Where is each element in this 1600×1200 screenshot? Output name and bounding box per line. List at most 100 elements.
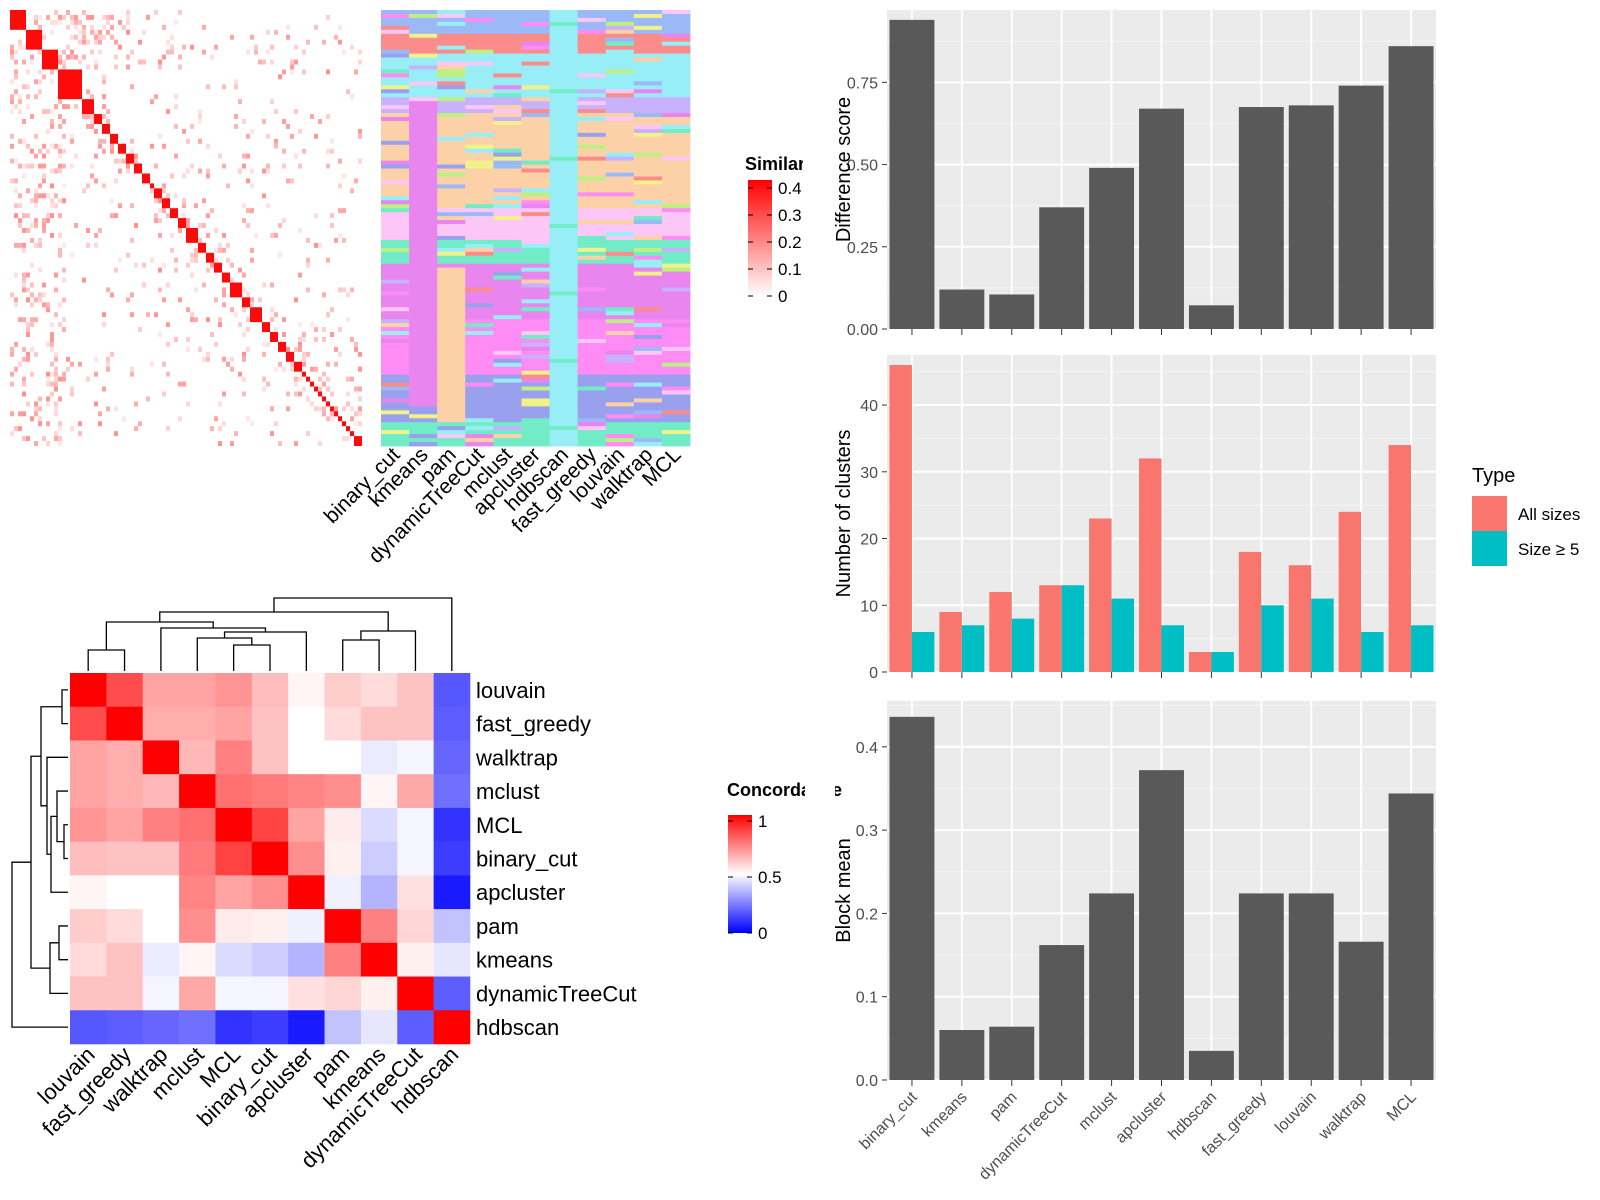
- cluster-cell: [661, 247, 691, 253]
- similarity-cell: [186, 262, 190, 268]
- cluster-cell: [409, 85, 438, 90]
- similarity-cell: [158, 59, 162, 65]
- similarity-cell: [286, 123, 290, 129]
- cluster-cell: [381, 77, 410, 82]
- cluster-cell: [549, 370, 579, 376]
- similarity-cell: [242, 391, 246, 397]
- cluster-cell: [381, 231, 410, 237]
- cluster-cell: [549, 366, 579, 372]
- similarity-cell: [42, 228, 46, 233]
- cluster-cell: [521, 105, 550, 110]
- cluster-cell: [465, 358, 494, 364]
- similarity-cell: [354, 346, 358, 352]
- concordance-cell: [179, 909, 216, 944]
- cluster-cell: [493, 442, 522, 447]
- concordance-cell: [179, 774, 216, 809]
- concordance-cell: [360, 976, 398, 1011]
- y-tick-label: 0.1: [856, 990, 878, 1007]
- cluster-cell: [493, 426, 522, 431]
- similarity-cell: [22, 242, 26, 248]
- cluster-cell: [437, 220, 466, 225]
- cluster-cell: [381, 430, 410, 435]
- cluster-cell: [633, 295, 663, 300]
- similarity-cell: [82, 29, 86, 35]
- similarity-cell: [342, 237, 346, 243]
- similarity-cell: [110, 143, 114, 149]
- cluster-cell: [661, 10, 691, 15]
- cluster-cell: [409, 335, 438, 340]
- similarity-cell: [30, 292, 34, 298]
- cluster-cell: [409, 442, 438, 447]
- cluster-cell: [521, 271, 550, 276]
- similarity-cell: [30, 371, 34, 377]
- similarity-cell: [270, 99, 274, 105]
- cluster-cell: [381, 85, 410, 90]
- similarity-cell: [26, 401, 30, 407]
- similarity-cell: [142, 262, 146, 268]
- similarity-cell: [70, 386, 74, 392]
- similarity-cell: [294, 391, 298, 397]
- cluster-cell: [633, 243, 663, 249]
- cluster-cell: [409, 410, 438, 415]
- cluster-cell: [605, 160, 635, 165]
- cluster-cell: [437, 386, 466, 391]
- cluster-cell: [661, 335, 691, 340]
- cluster-cell: [437, 13, 466, 19]
- similarity-cell: [90, 163, 94, 169]
- similarity-block: [150, 183, 154, 189]
- concordance-cell: [324, 673, 362, 708]
- bar-all-sizes: [989, 591, 1012, 672]
- cluster-cell: [633, 10, 663, 15]
- similarity-cell: [38, 14, 42, 20]
- cluster-cell: [549, 89, 579, 94]
- cluster-cell: [465, 271, 494, 276]
- similarity-cell: [134, 262, 138, 268]
- cluster-cell: [409, 346, 438, 352]
- similarity-cell: [198, 119, 202, 124]
- cluster-cell: [465, 132, 494, 138]
- cluster-cell: [465, 228, 494, 233]
- similarity-cell: [34, 19, 38, 25]
- cluster-cell: [605, 33, 635, 39]
- cluster-cell: [493, 235, 522, 241]
- cluster-cell: [465, 208, 494, 213]
- cluster-cell: [437, 65, 466, 70]
- similarity-cell: [74, 153, 78, 159]
- cluster-cell: [521, 17, 550, 23]
- cluster-cell: [521, 251, 550, 257]
- similarity-cell: [250, 297, 254, 303]
- similarity-cell: [98, 138, 102, 144]
- similarity-cell: [90, 123, 94, 129]
- similarity-cell: [118, 44, 122, 50]
- concordance-cell: [288, 1010, 325, 1045]
- similarity-cell: [178, 54, 182, 60]
- similarity-cell: [206, 267, 210, 273]
- similarity-cell: [34, 218, 38, 224]
- cluster-cell: [577, 362, 607, 368]
- cluster-cell: [409, 93, 438, 98]
- bar: [1139, 108, 1184, 329]
- similarity-heatmap-diagonal-blocks: [10, 10, 362, 446]
- similarity-cell: [34, 223, 38, 228]
- similarity-cell: [50, 361, 54, 367]
- similarity-block: [334, 411, 338, 417]
- similarity-block: [178, 218, 186, 228]
- cluster-cell: [521, 386, 550, 391]
- similarity-cell: [50, 168, 54, 174]
- dendrogram-link: [160, 627, 267, 671]
- similarity-cell: [130, 312, 134, 318]
- cluster-cell: [633, 224, 663, 229]
- similarity-cell: [18, 223, 22, 228]
- cluster-cell: [549, 117, 579, 122]
- cluster-cell: [521, 144, 550, 150]
- cluster-cell: [493, 346, 522, 352]
- cluster-cell: [605, 374, 635, 380]
- similarity-cell: [346, 401, 350, 407]
- similarity-cell: [10, 158, 14, 164]
- similarity-cell: [170, 34, 174, 40]
- cluster-cell: [549, 394, 579, 399]
- cluster-cell: [493, 418, 522, 423]
- similarity-cell: [174, 94, 178, 100]
- cluster-cell: [549, 311, 579, 316]
- cluster-cell: [661, 45, 691, 51]
